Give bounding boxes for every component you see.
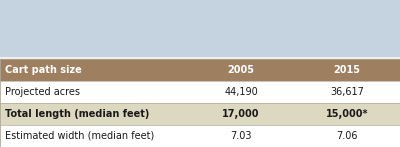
Text: 44,190: 44,190	[224, 87, 258, 97]
Text: Projected acreage for cart paths, and median
total length and width of cart path: Projected acreage for cart paths, and me…	[6, 11, 317, 43]
Text: Projected acres: Projected acres	[5, 87, 80, 97]
FancyBboxPatch shape	[0, 59, 400, 81]
Text: 2005: 2005	[228, 65, 254, 75]
Text: Cart path size: Cart path size	[5, 65, 82, 75]
FancyBboxPatch shape	[0, 81, 400, 103]
Text: Estimated width (median feet): Estimated width (median feet)	[5, 131, 154, 141]
Text: 7.03: 7.03	[230, 131, 252, 141]
Text: 7.06: 7.06	[336, 131, 358, 141]
FancyBboxPatch shape	[0, 103, 400, 125]
Text: 2015: 2015	[334, 65, 360, 75]
Text: Total length (median feet): Total length (median feet)	[5, 109, 150, 119]
Text: 17,000: 17,000	[222, 109, 260, 119]
Text: 15,000*: 15,000*	[326, 109, 368, 119]
FancyBboxPatch shape	[0, 125, 400, 147]
Text: 36,617: 36,617	[330, 87, 364, 97]
